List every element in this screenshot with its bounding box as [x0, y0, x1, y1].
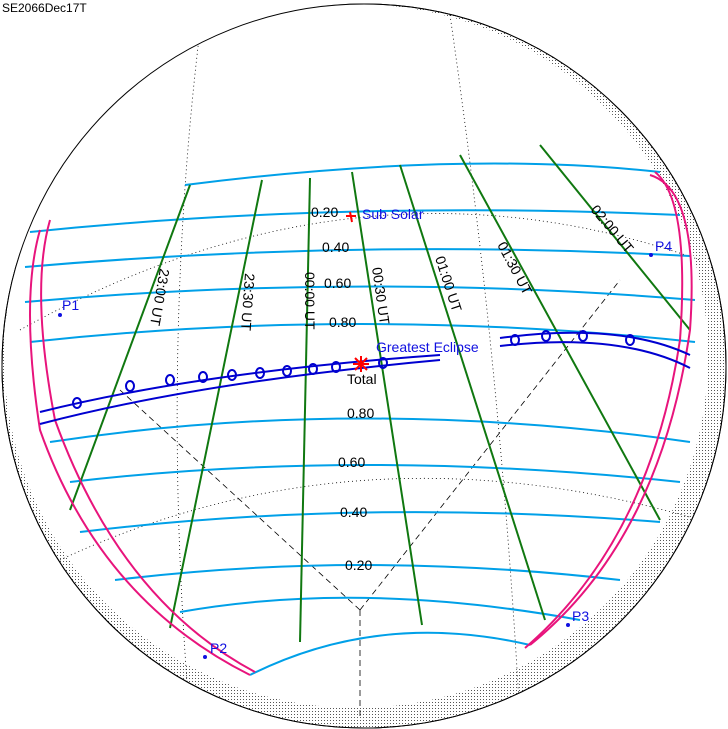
p3-label: P3 — [572, 608, 589, 624]
umbra-oval — [331, 361, 341, 373]
umbra-oval — [282, 365, 292, 377]
mag-label: 0.40 — [322, 239, 349, 255]
p1-label: P1 — [62, 297, 79, 313]
umbra-oval — [378, 357, 388, 369]
totality-path — [39, 331, 691, 425]
greatest-eclipse-marker — [353, 356, 369, 372]
p2-label: P2 — [210, 640, 227, 656]
time-lines — [69, 144, 691, 643]
umbra-oval — [165, 374, 175, 386]
umbra-outlines — [72, 330, 635, 409]
umbra-oval — [541, 330, 551, 342]
time-label: 00:00 UT — [302, 272, 318, 330]
umbra-oval — [255, 367, 265, 379]
contact-points — [58, 253, 653, 659]
mag-label: 0.60 — [324, 275, 351, 291]
sub-solar-label: Sub Solar — [362, 206, 424, 222]
umbra-oval — [510, 334, 520, 346]
time-label: 23:30 UT — [238, 273, 258, 332]
p4-label: P4 — [655, 238, 672, 254]
globe — [4, 4, 708, 708]
mag-label: 0.20 — [345, 557, 372, 573]
sub-solar-marker — [346, 211, 356, 223]
mag-label: 0.40 — [340, 504, 367, 520]
mag-label: 0.60 — [338, 454, 365, 470]
magnitude-contours — [24, 162, 696, 676]
umbra-oval — [308, 363, 318, 375]
penumbral-limits — [29, 171, 693, 676]
total-label: Total — [347, 371, 377, 387]
umbra-oval — [198, 371, 208, 383]
greatest-eclipse-label: Greatest Eclipse — [376, 339, 479, 355]
time-label: 00:30 UT — [369, 266, 393, 326]
umbra-oval — [72, 397, 82, 409]
mag-label: 0.80 — [329, 314, 356, 330]
mag-label: 0.20 — [311, 204, 338, 220]
mag-label: 0.80 — [347, 405, 374, 421]
umbra-oval — [125, 380, 135, 392]
map-title: SE2066Dec17T — [2, 1, 87, 15]
umbra-oval — [227, 369, 237, 381]
umbra-oval — [578, 330, 588, 342]
umbra-oval — [625, 334, 635, 346]
